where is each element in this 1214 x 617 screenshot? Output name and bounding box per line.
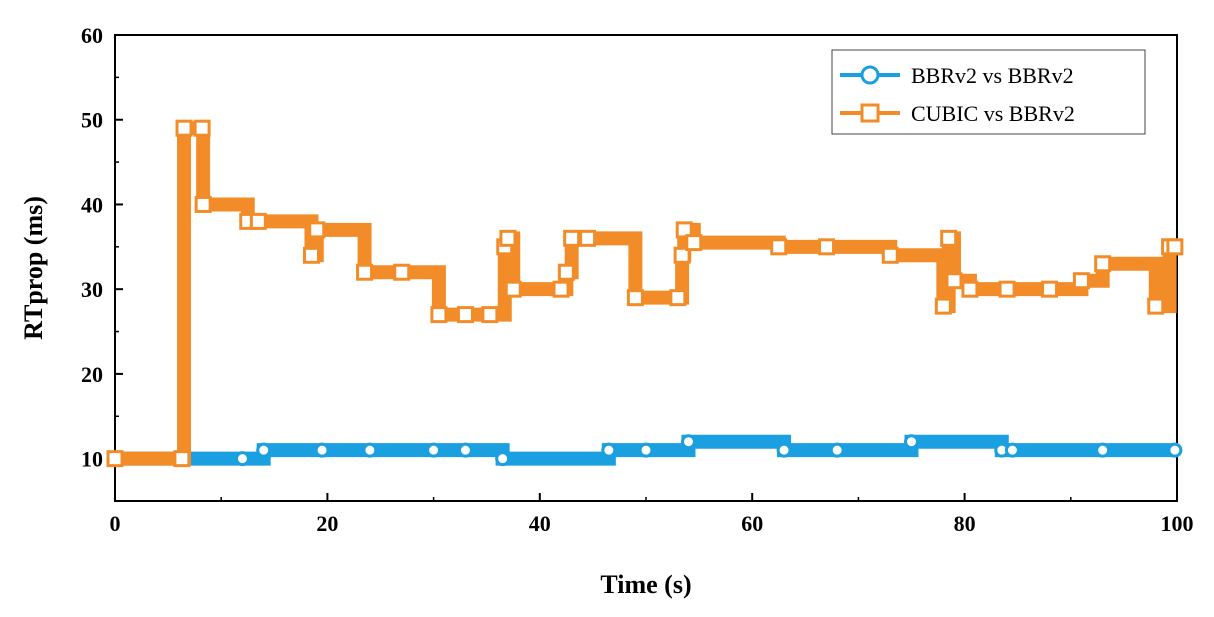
legend-label: CUBIC vs BBRv2	[911, 101, 1075, 126]
series-0	[107, 434, 1183, 467]
data-point	[393, 263, 411, 281]
data-point	[563, 229, 581, 247]
series-line-core	[115, 439, 1175, 461]
data-point	[601, 442, 617, 458]
y-tick-label: 10	[81, 447, 103, 472]
data-point	[106, 450, 124, 468]
data-point	[934, 297, 952, 315]
data-point	[881, 246, 899, 264]
data-point	[495, 451, 511, 467]
data-point	[249, 212, 267, 230]
data-point	[456, 306, 474, 324]
x-tick-label: 60	[741, 511, 763, 536]
data-point	[961, 280, 979, 298]
data-point	[904, 434, 919, 450]
data-point	[1166, 238, 1184, 256]
x-tick-label: 100	[1161, 511, 1194, 536]
x-axis-title: Time (s)	[600, 570, 691, 599]
data-point	[362, 442, 378, 458]
data-point	[256, 442, 272, 458]
data-point	[638, 442, 654, 458]
data-point	[1167, 442, 1183, 458]
data-point	[669, 289, 687, 307]
data-point	[308, 221, 326, 239]
y-tick-label: 40	[81, 192, 103, 217]
data-point	[1072, 272, 1090, 290]
data-point	[481, 306, 499, 324]
legend-label: BBRv2 vs BBRv2	[911, 63, 1074, 88]
legend-box	[831, 49, 1146, 135]
data-point	[1095, 442, 1111, 458]
data-point	[998, 280, 1016, 298]
data-point	[504, 280, 522, 298]
x-tick-label: 80	[954, 511, 976, 536]
series-layer	[106, 119, 1184, 468]
data-point	[499, 229, 517, 247]
data-point	[173, 450, 191, 468]
series-1	[106, 119, 1184, 468]
data-point	[1147, 297, 1165, 315]
data-point	[314, 442, 330, 458]
data-point	[675, 221, 693, 239]
data-point	[1094, 255, 1112, 273]
data-point	[945, 272, 963, 290]
data-point	[194, 195, 212, 213]
x-tick-label: 0	[110, 511, 121, 536]
data-point	[818, 238, 836, 256]
data-point	[626, 289, 644, 307]
x-tick-label: 40	[529, 511, 551, 536]
series-line	[115, 121, 1177, 466]
data-point	[1041, 280, 1059, 298]
y-tick-label: 20	[81, 362, 103, 387]
x-tick-label: 20	[316, 511, 338, 536]
y-tick-label: 50	[81, 108, 103, 133]
data-point	[940, 229, 958, 247]
data-point	[193, 119, 211, 137]
data-point	[829, 442, 845, 458]
data-point	[426, 442, 442, 458]
legend: BBRv2 vs BBRv2 CUBIC vs BBRv2	[831, 49, 1146, 135]
data-point	[234, 451, 250, 467]
data-point	[680, 434, 696, 450]
data-point	[776, 442, 792, 458]
data-point	[557, 263, 575, 281]
data-point	[552, 280, 570, 298]
data-point	[685, 234, 703, 252]
data-point	[356, 263, 374, 281]
y-tick-label: 60	[81, 23, 103, 48]
data-point	[430, 306, 448, 324]
data-point	[1004, 442, 1020, 458]
data-point	[770, 238, 788, 256]
data-point	[673, 246, 691, 264]
y-axis-title: RTprop (ms)	[19, 196, 48, 340]
data-point	[175, 119, 193, 137]
y-tick-label: 30	[81, 277, 103, 302]
data-point	[302, 246, 320, 264]
data-point	[457, 442, 473, 458]
legend-marker	[860, 65, 880, 85]
legend-marker	[860, 103, 880, 123]
data-point	[579, 229, 597, 247]
